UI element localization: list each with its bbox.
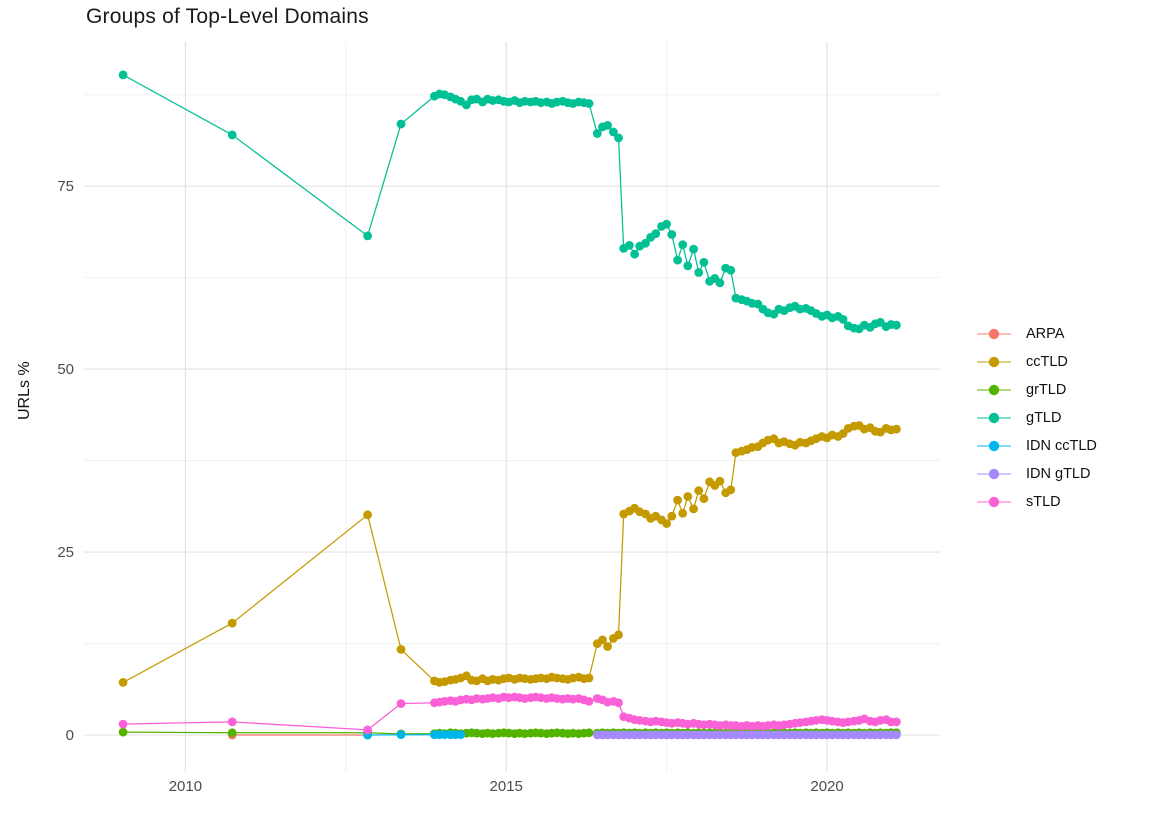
data-point xyxy=(396,645,406,654)
legend-label: ARPA xyxy=(1026,326,1065,342)
data-point xyxy=(838,315,848,324)
data-point xyxy=(699,494,709,504)
data-point xyxy=(694,268,704,277)
legend-label: grTLD xyxy=(1026,382,1067,398)
legend-item-IDN-gTLD: IDN gTLD xyxy=(976,460,1097,488)
legend-key-icon xyxy=(977,468,1011,480)
legend-label: sTLD xyxy=(1026,494,1061,510)
legend-item-IDN-ccTLD: IDN ccTLD xyxy=(976,432,1097,460)
data-point xyxy=(892,320,901,330)
legend-item-grTLD: grTLD xyxy=(976,376,1097,404)
data-point xyxy=(363,510,372,520)
data-point xyxy=(598,635,607,645)
legend-item-gTLD: gTLD xyxy=(976,404,1097,432)
legend-item-ARPA: ARPA xyxy=(976,320,1097,348)
legend-label: gTLD xyxy=(1026,410,1062,426)
data-point xyxy=(227,618,237,628)
data-point xyxy=(726,265,736,275)
series-points-ccTLD xyxy=(118,421,901,687)
data-point xyxy=(227,728,237,738)
data-point xyxy=(584,99,594,108)
data-point xyxy=(667,230,677,239)
data-point xyxy=(694,486,704,495)
legend-item-ccTLD: ccTLD xyxy=(976,348,1097,376)
data-point xyxy=(673,495,682,505)
legend-label: ccTLD xyxy=(1026,354,1068,370)
data-point xyxy=(614,698,623,708)
y-tick-label: 25 xyxy=(57,544,74,561)
legend-item-sTLD: sTLD xyxy=(976,488,1097,516)
y-tick-label: 0 xyxy=(66,727,74,744)
data-point xyxy=(667,511,677,521)
data-point xyxy=(592,129,602,138)
series-points-IDN-gTLD xyxy=(592,730,901,740)
data-point xyxy=(584,728,594,738)
data-point xyxy=(892,424,901,434)
data-point xyxy=(678,508,688,518)
data-point xyxy=(673,255,682,265)
legend: ARPA ccTLD grTLD gTLD IDN ccTLD IDN gTLD sTLD xyxy=(976,320,1097,516)
data-point xyxy=(689,504,698,514)
data-point xyxy=(662,519,671,528)
x-tick-label: 2015 xyxy=(490,778,523,795)
series-line-gTLD xyxy=(122,74,897,330)
data-point xyxy=(726,485,736,495)
data-point xyxy=(715,278,725,288)
data-point xyxy=(118,678,128,687)
data-point xyxy=(363,725,372,735)
legend-key-icon xyxy=(977,384,1011,396)
data-point xyxy=(892,717,901,727)
legend-key-icon xyxy=(977,412,1011,424)
x-tick-label: 2010 xyxy=(169,778,202,795)
x-tick-label: 2020 xyxy=(810,778,843,795)
data-point xyxy=(227,130,237,140)
data-point xyxy=(363,231,372,241)
legend-label: IDN gTLD xyxy=(1026,466,1091,482)
data-point xyxy=(584,673,594,683)
data-point xyxy=(614,630,623,640)
data-point xyxy=(118,70,128,80)
data-point xyxy=(678,240,688,250)
data-point xyxy=(603,121,612,130)
series-points-sTLD xyxy=(118,692,901,735)
data-point xyxy=(625,241,634,250)
data-point xyxy=(662,219,671,229)
data-point xyxy=(614,133,623,143)
y-tick-label: 50 xyxy=(57,361,74,378)
data-point xyxy=(683,261,693,271)
data-point xyxy=(630,249,639,259)
data-point xyxy=(118,719,128,729)
data-point xyxy=(689,244,698,254)
data-point xyxy=(396,699,406,708)
data-point xyxy=(118,727,128,737)
legend-key-icon xyxy=(977,356,1011,368)
data-point xyxy=(699,257,709,267)
data-point xyxy=(609,127,618,137)
data-point xyxy=(584,697,594,706)
data-point xyxy=(651,229,661,239)
data-point xyxy=(641,238,650,248)
series-points-gTLD xyxy=(118,70,901,334)
legend-label: IDN ccTLD xyxy=(1026,438,1097,454)
legend-key-icon xyxy=(977,328,1011,340)
data-point xyxy=(683,492,693,501)
data-point xyxy=(456,730,466,740)
data-point xyxy=(227,717,237,727)
y-tick-label: 75 xyxy=(57,178,74,195)
data-point xyxy=(396,119,406,129)
data-point xyxy=(396,730,406,740)
data-point xyxy=(603,642,612,651)
data-point xyxy=(715,476,725,486)
legend-key-icon xyxy=(977,496,1011,508)
data-point xyxy=(892,730,901,740)
chart-title: Groups of Top-Level Domains xyxy=(86,5,369,28)
legend-key-icon xyxy=(977,440,1011,452)
